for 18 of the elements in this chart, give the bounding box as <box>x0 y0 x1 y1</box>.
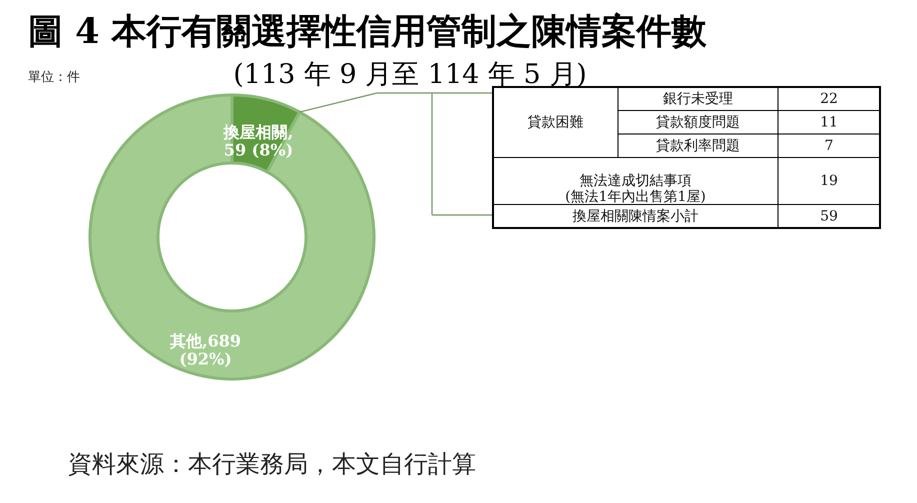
data-label: 59 <box>820 208 838 224</box>
text: 貸款困難 <box>528 114 584 130</box>
chart-subtitle: (113 年 9 月至 114 年 5 月) <box>233 59 587 90</box>
data-label: 11 <box>820 114 838 130</box>
slice-label: 其他,689 (92%) <box>169 332 241 369</box>
chart-title: 圖 4 本行有關選擇性信用管制之陳情案件數 <box>28 11 708 52</box>
data-label: 7 <box>824 138 834 154</box>
slice-label: 換屋相關, 59 (8%) <box>222 122 294 160</box>
category-label: 貸款額度問題 <box>656 114 740 130</box>
text: 單位：件 <box>28 70 80 85</box>
donut-slice <box>88 94 376 380</box>
category-label: 換屋相關陳情案小計 <box>572 207 698 224</box>
source-note: 資料來源：本行業務局，本文自行計算 <box>68 450 476 478</box>
data-label: 19 <box>820 173 838 189</box>
category-label: 貸款利率問題 <box>656 138 740 154</box>
data-label: 22 <box>820 90 838 107</box>
category-label: 無法達成切結事項 (無法1年內出售第1屋) <box>565 173 706 205</box>
category-label: 銀行未受理 <box>663 90 733 107</box>
